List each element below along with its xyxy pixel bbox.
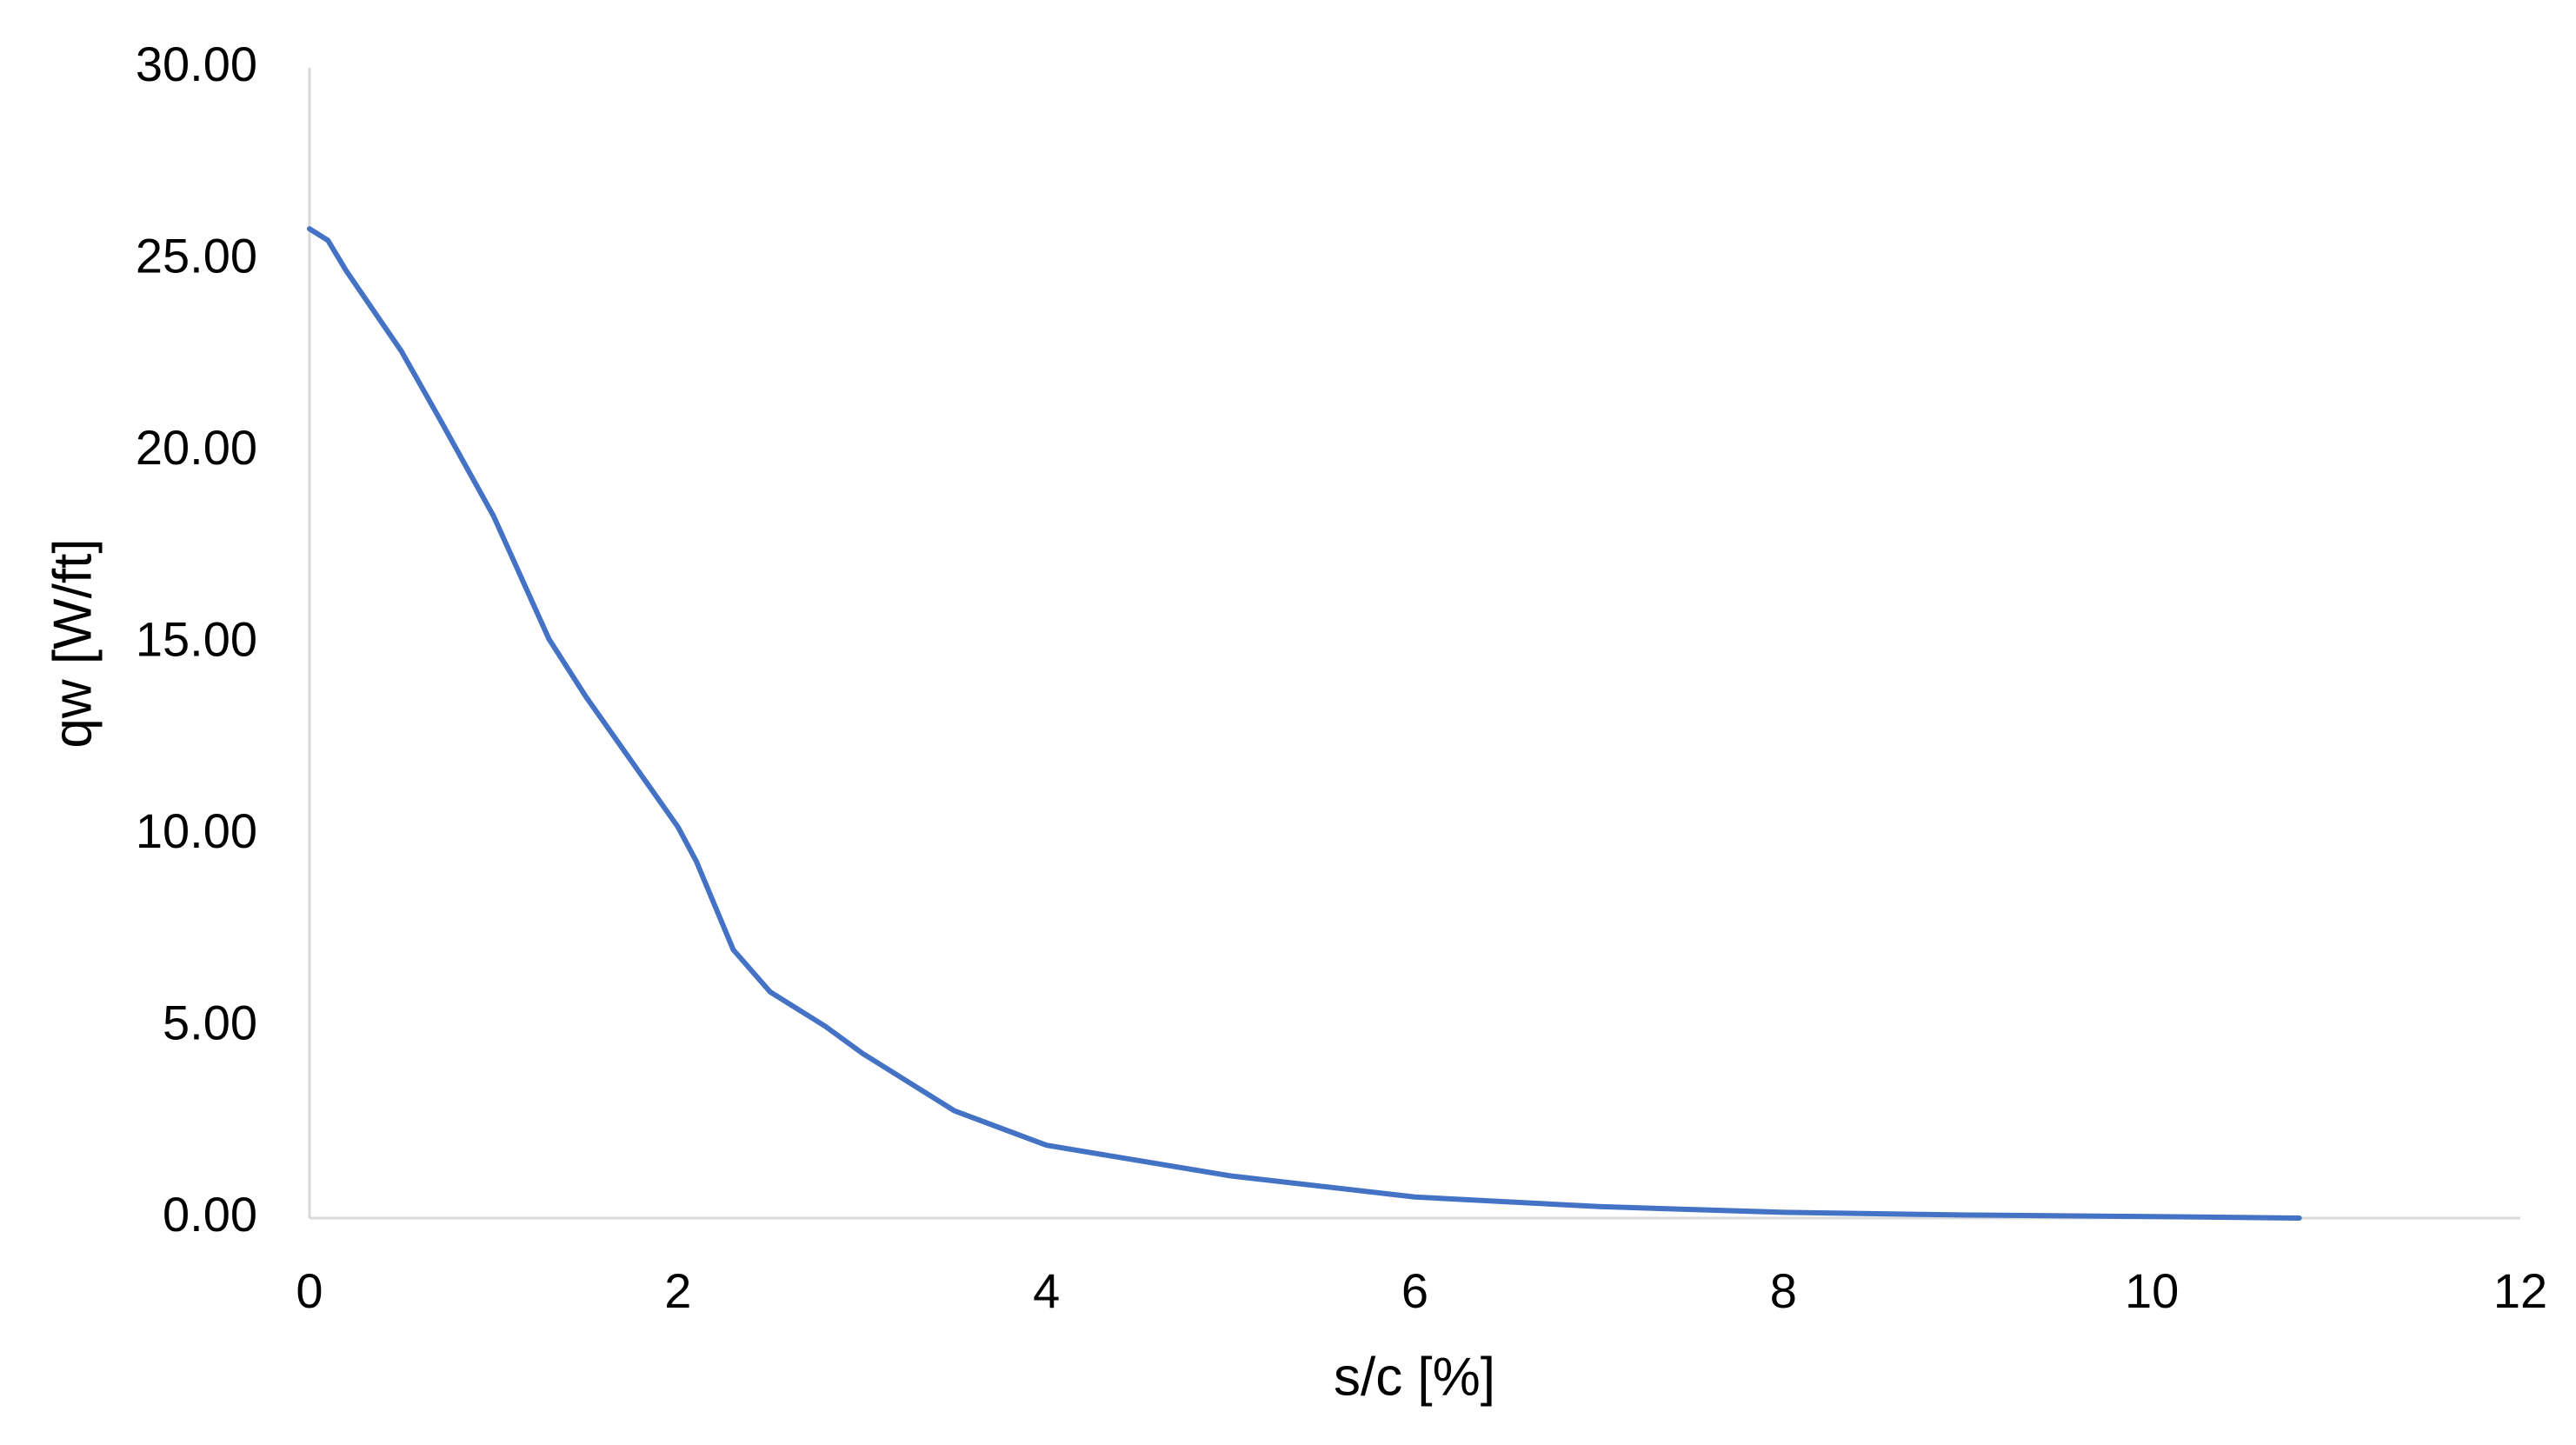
x-tick-label: 10 [2125, 1263, 2179, 1318]
y-tick-label: 10.00 [136, 803, 257, 858]
y-tick-label: 5.00 [163, 995, 257, 1049]
x-tick-label: 6 [1401, 1263, 1428, 1318]
y-tick-label: 15.00 [136, 611, 257, 666]
y-tick-label: 20.00 [136, 420, 257, 475]
x-axis-title: s/c [%] [1334, 1347, 1495, 1407]
x-tick-label: 4 [1033, 1263, 1060, 1318]
y-axis-title: qw [W/ft] [43, 538, 103, 748]
data-line [307, 226, 2302, 1221]
x-tick-label: 8 [1770, 1263, 1797, 1318]
x-tick-label: 12 [2493, 1263, 2547, 1318]
y-tick-label: 0.00 [163, 1187, 257, 1242]
y-tick-label: 25.00 [136, 228, 257, 283]
y-tick-label: 30.00 [136, 37, 257, 91]
x-tick-label: 2 [664, 1263, 691, 1318]
x-tick-label: 0 [296, 1263, 323, 1318]
